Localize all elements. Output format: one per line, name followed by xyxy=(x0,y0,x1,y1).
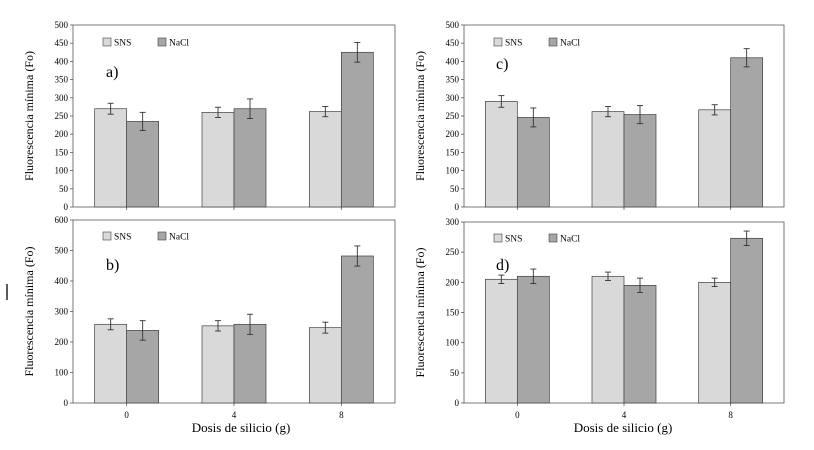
x-tick-label: 0 xyxy=(124,410,129,420)
legend-swatch xyxy=(493,37,503,47)
y-tick-label: 200 xyxy=(446,129,460,139)
bar-sns xyxy=(698,109,732,208)
bar-sns xyxy=(591,275,625,404)
y-tick-label: 600 xyxy=(55,215,69,225)
bar-sns xyxy=(591,111,625,208)
y-tick-label: 500 xyxy=(55,246,69,256)
y-tick-label: 150 xyxy=(55,147,69,157)
bar-sns xyxy=(484,101,518,208)
y-tick-label: 350 xyxy=(55,75,69,85)
bar-sns xyxy=(94,323,128,404)
y-tick-label: 0 xyxy=(455,202,460,212)
legend-label: SNS xyxy=(505,39,522,49)
legend-label: NaCl xyxy=(169,39,189,49)
x-axis-title-left: Dosis de silicio (g) xyxy=(192,420,291,435)
bar-nacl xyxy=(340,51,374,208)
bar-nacl xyxy=(233,323,267,404)
panel-letter: b) xyxy=(106,257,119,274)
y-tick-label: 50 xyxy=(450,368,460,378)
bar-nacl xyxy=(623,114,657,208)
y-tick-label: 0 xyxy=(455,398,460,408)
y-tick-label: 200 xyxy=(55,337,69,347)
panel-letter: a) xyxy=(106,64,118,81)
x-tick-label: 4 xyxy=(622,410,627,420)
bar-nacl xyxy=(126,121,160,208)
y-tick-label: 450 xyxy=(55,38,69,48)
bar-nacl xyxy=(516,117,550,208)
y-tick-label: 100 xyxy=(446,166,460,176)
bar-nacl xyxy=(623,285,657,404)
legend-swatch xyxy=(548,37,558,47)
legend-swatch xyxy=(102,231,112,241)
bar-sns xyxy=(201,325,235,404)
y-tick-label: 50 xyxy=(59,184,69,194)
legend-swatch xyxy=(157,37,167,47)
chart-panel-3: 0 50 100 150 200 250 300 350 400 450 500 Fluorescen… xyxy=(413,20,785,212)
x-tick-label: 8 xyxy=(728,410,733,420)
legend-swatch xyxy=(157,231,167,241)
x-tick-label: 8 xyxy=(339,410,344,420)
bar-nacl xyxy=(730,57,764,208)
y-tick-label: 200 xyxy=(55,129,69,139)
y-tick-label: 400 xyxy=(55,276,69,286)
y-axis-label: Fluorescencia mínima (Fo) xyxy=(22,51,36,181)
legend-label: NaCl xyxy=(169,233,189,243)
legend-swatch xyxy=(548,233,558,243)
panel-letter: d) xyxy=(496,257,509,274)
y-tick-label: 100 xyxy=(55,368,69,378)
chart-panel-1: 0 50 100 150 200 250 300 350 400 450 500 Fluorescen… xyxy=(22,20,396,212)
y-tick-label: 300 xyxy=(446,93,460,103)
legend-label: SNS xyxy=(505,235,522,245)
legend-swatch xyxy=(102,37,112,47)
y-tick-label: 0 xyxy=(64,202,69,212)
y-tick-label: 500 xyxy=(55,20,69,30)
y-tick-label: 100 xyxy=(446,338,460,348)
legend-label: SNS xyxy=(114,233,131,243)
y-axis-label: Fluorescencia mínima (Fo) xyxy=(413,51,427,181)
panel-letter: c) xyxy=(496,56,508,73)
x-tick-label: 4 xyxy=(232,410,237,420)
y-tick-label: 450 xyxy=(446,38,460,48)
y-tick-label: 0 xyxy=(64,398,69,408)
bar-sns xyxy=(308,111,342,208)
y-tick-label: 250 xyxy=(446,111,460,121)
bar-nacl xyxy=(126,330,160,404)
legend-label: SNS xyxy=(114,39,131,49)
y-tick-label: 100 xyxy=(55,166,69,176)
y-tick-label: 400 xyxy=(55,56,69,66)
y-tick-label: 250 xyxy=(446,247,460,257)
chart-panel-2: 0 100 200 300 400 500 600 Fluorescencia mínima … xyxy=(22,215,396,420)
y-tick-label: 200 xyxy=(446,277,460,287)
legend-swatch xyxy=(493,233,503,243)
y-tick-label: 300 xyxy=(446,217,460,227)
y-tick-label: 250 xyxy=(55,111,69,121)
y-tick-label: 150 xyxy=(446,147,460,157)
y-axis-label: Fluorescencia mínima (Fo) xyxy=(413,248,427,378)
x-axis-title-right: Dosis de silicio (g) xyxy=(574,420,673,435)
y-tick-label: 300 xyxy=(55,93,69,103)
panels: 050100150200250300350400450500Fluorescen… xyxy=(22,20,785,420)
legend-label: NaCl xyxy=(560,235,580,245)
legend-label: NaCl xyxy=(560,39,580,49)
y-axis-label: Fluorescencia mínima (Fo) xyxy=(22,247,36,377)
y-tick-label: 50 xyxy=(450,184,460,194)
bar-nacl xyxy=(516,275,550,404)
bar-sns xyxy=(698,281,732,404)
bar-sns xyxy=(484,278,518,404)
y-tick-label: 150 xyxy=(446,308,460,318)
bar-sns xyxy=(94,108,128,208)
bar-sns xyxy=(201,112,235,208)
y-tick-label: 350 xyxy=(446,75,460,85)
bar-nacl xyxy=(730,237,764,404)
bar-sns xyxy=(308,327,342,404)
chart-panel-4: 0 50 100 150 200 250 300 Fluorescencia mínima (… xyxy=(413,217,785,420)
y-tick-label: 500 xyxy=(446,20,460,30)
y-tick-label: 300 xyxy=(55,307,69,317)
bar-nacl xyxy=(340,255,374,404)
bar-nacl xyxy=(233,108,267,208)
x-tick-label: 0 xyxy=(515,410,520,420)
y-tick-label: 400 xyxy=(446,56,460,66)
